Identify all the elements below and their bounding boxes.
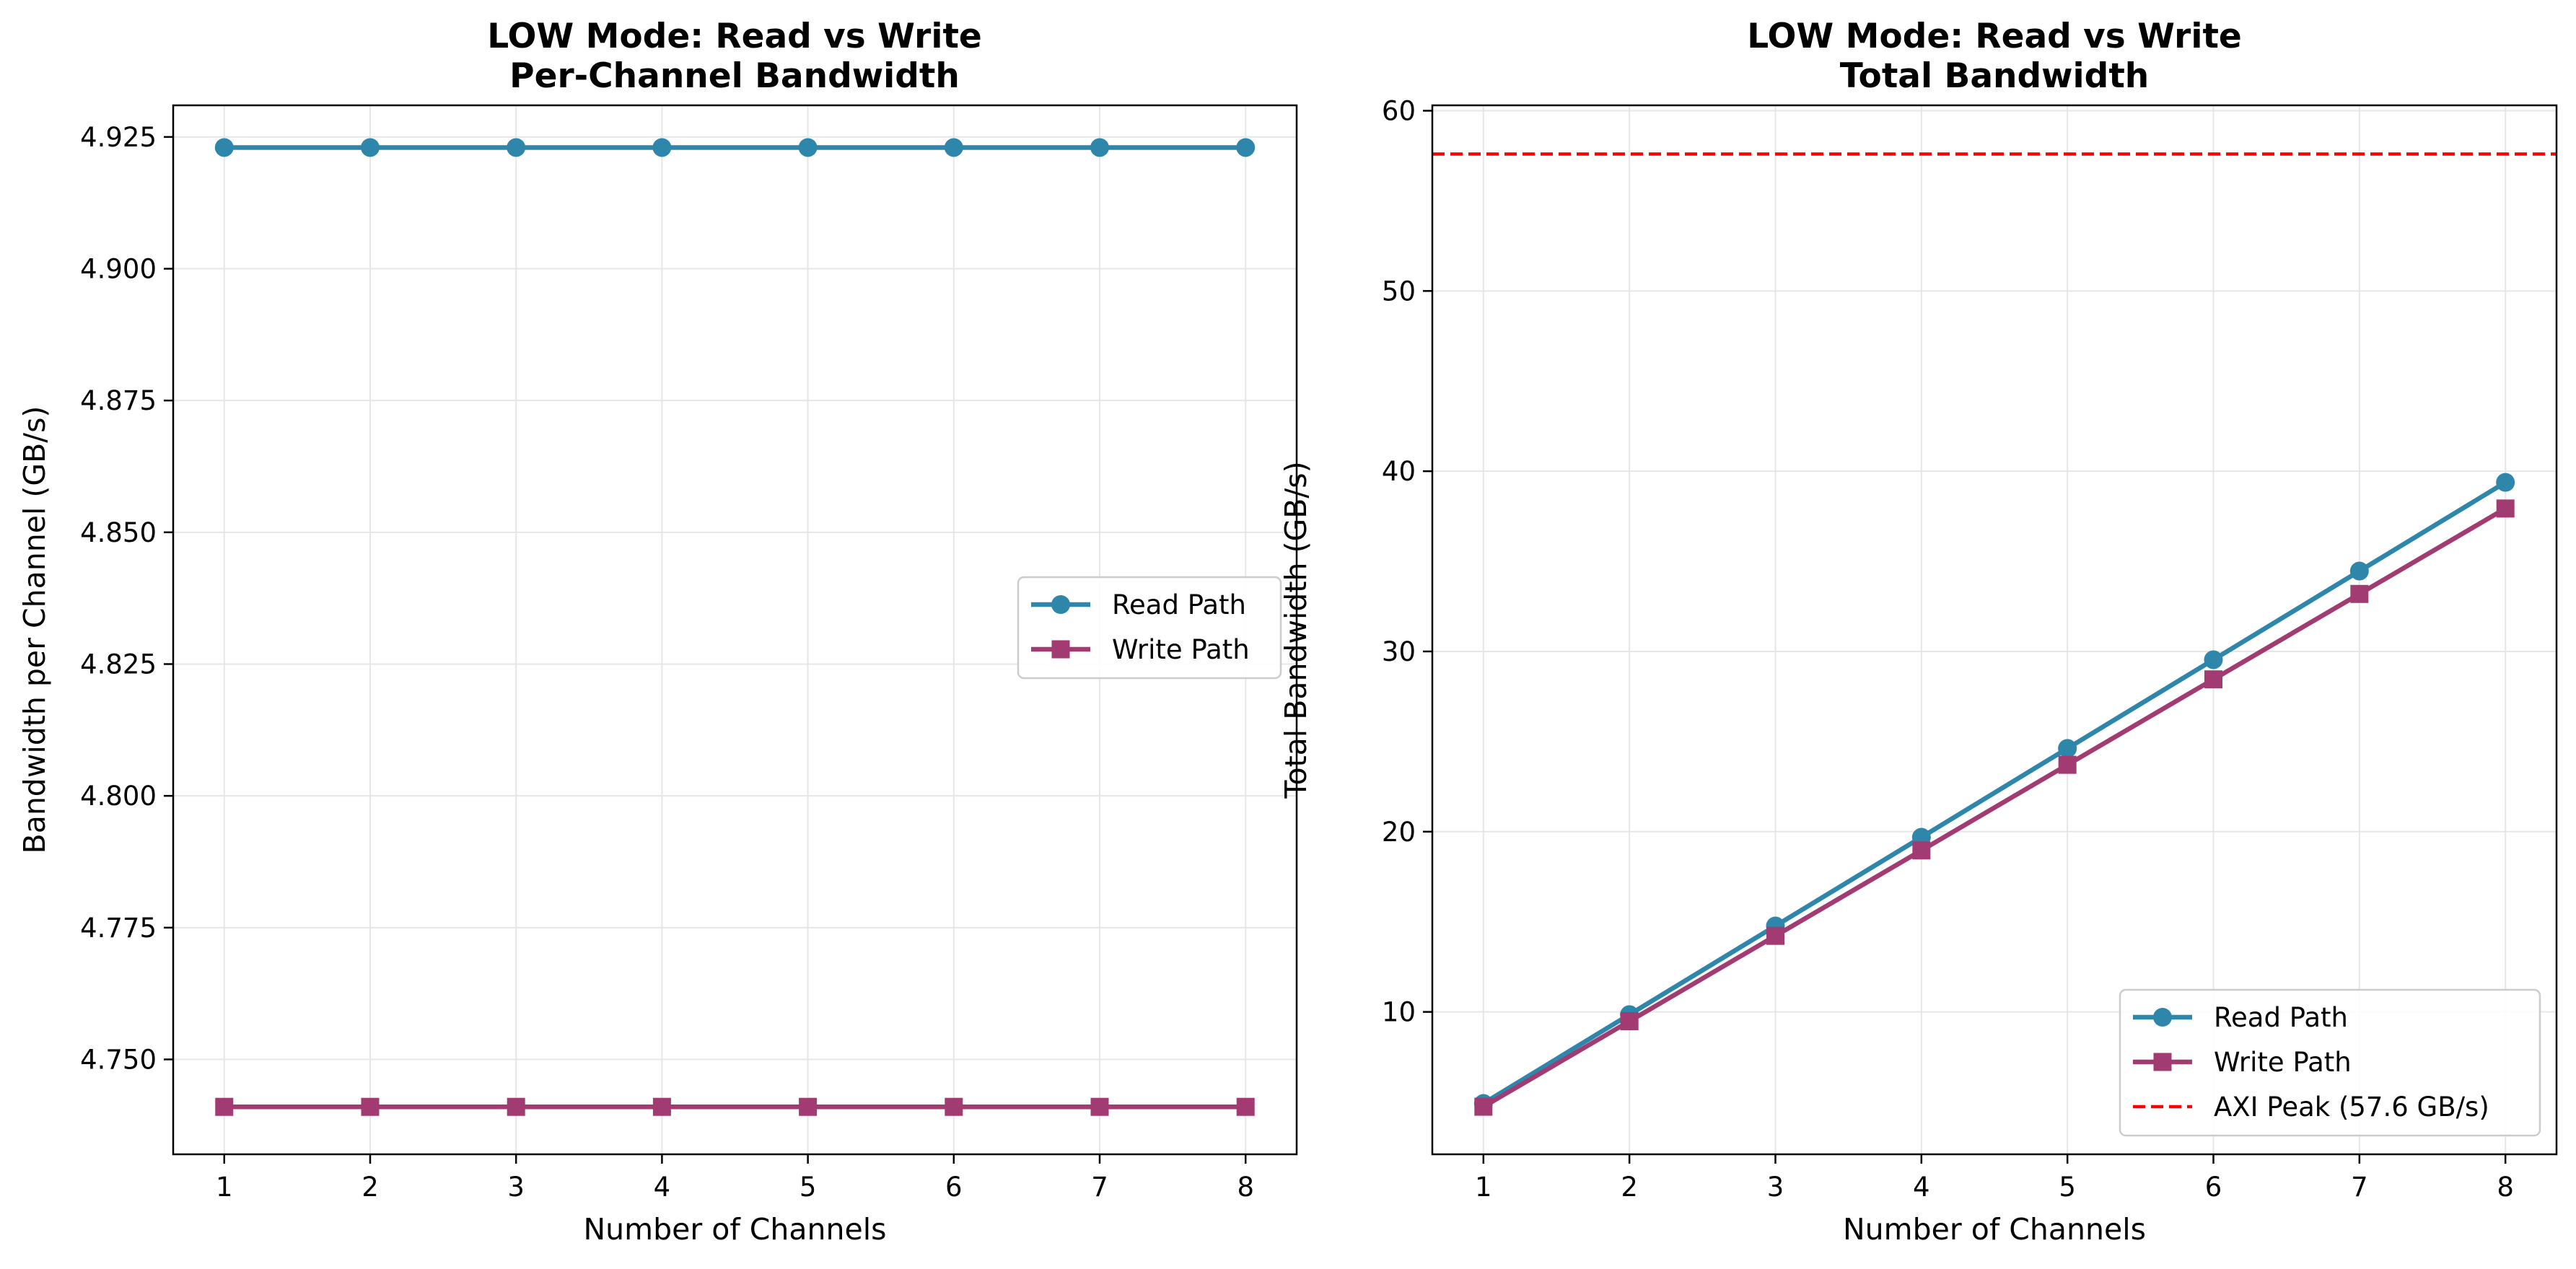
- data-point-write: [2058, 755, 2077, 774]
- axes-frame: [1431, 104, 2558, 1156]
- y-tick-label: 10: [1382, 997, 1416, 1028]
- chart-title-line-1: LOW Mode: Read vs Write: [1747, 17, 2242, 56]
- y-tick-label: 4.925: [80, 122, 157, 153]
- legend-label: Read Path: [1112, 589, 1246, 620]
- data-point-write: [2496, 499, 2515, 518]
- chart-title-line-2: Per-Channel Bandwidth: [509, 56, 960, 96]
- x-tick-label: 4: [1913, 1172, 1930, 1203]
- per-channel-chart: 1 2 3 4 5 6 7 8 4.750 4.775 4.800 4.825 4.850 4.875 4.…: [17, 17, 1298, 1247]
- data-point-read: [507, 138, 526, 157]
- legend-marker-square: [2153, 1053, 2172, 1071]
- legend-box: [2119, 988, 2541, 1137]
- data-point-read: [1090, 138, 1110, 157]
- x-tick-label: 8: [2497, 1172, 2514, 1203]
- legend-label: AXI Peak (57.6 GB/s): [2214, 1092, 2489, 1123]
- legend-marker-square: [1051, 640, 1070, 659]
- data-point-read: [2058, 739, 2077, 758]
- data-point-write: [652, 1097, 671, 1116]
- data-point-write: [507, 1097, 525, 1116]
- x-tick-label: 7: [1091, 1172, 1108, 1203]
- legend-label: Read Path: [2214, 1002, 2348, 1033]
- x-tick-label: 1: [216, 1172, 233, 1203]
- x-tick-label: 5: [799, 1172, 817, 1203]
- data-point-write: [361, 1097, 380, 1116]
- legend-label: Write Path: [1112, 634, 1250, 665]
- data-point-write: [2204, 670, 2223, 689]
- x-tick-label: 6: [2205, 1172, 2222, 1203]
- y-axis-label: Bandwidth per Channel (GB/s): [17, 406, 52, 854]
- data-point-write: [1912, 841, 1931, 860]
- y-tick-label: 4.775: [80, 913, 157, 944]
- data-point-read: [1236, 138, 1256, 157]
- x-tick-label: 2: [1621, 1172, 1638, 1203]
- y-tick-label: 4.800: [80, 781, 157, 812]
- series-line-square: [1482, 506, 2507, 1109]
- y-axis-label: Total Bandwidth (GB/s): [1279, 461, 1313, 799]
- chart-title-line-1: LOW Mode: Read vs Write: [487, 17, 982, 56]
- y-tick-label: 4.825: [80, 649, 157, 680]
- legend-label: Write Path: [2214, 1047, 2352, 1078]
- x-tick-label: 4: [654, 1172, 671, 1203]
- y-tick-label: 40: [1382, 456, 1416, 487]
- legend-marker-circle: [1051, 595, 1070, 614]
- x-axis-label: Number of Channels: [584, 1212, 887, 1247]
- x-tick-label: 6: [945, 1172, 963, 1203]
- data-point-write: [215, 1097, 234, 1116]
- x-axis-label: Number of Channels: [1843, 1212, 2146, 1247]
- y-tick-label: 20: [1382, 817, 1416, 848]
- x-tick-label: 3: [507, 1172, 525, 1203]
- data-point-read: [214, 138, 234, 157]
- y-tick-label: 50: [1382, 276, 1416, 307]
- x-tick-label: 1: [1475, 1172, 1492, 1203]
- data-point-write: [1766, 926, 1784, 945]
- y-tick-label: 4.875: [80, 385, 157, 416]
- data-point-write: [1236, 1097, 1255, 1116]
- x-tick-label: 8: [1237, 1172, 1254, 1203]
- data-point-read: [652, 138, 672, 157]
- data-point-write: [799, 1097, 818, 1116]
- data-point-write: [1620, 1012, 1639, 1031]
- data-point-write: [2350, 584, 2369, 603]
- data-point-write: [1474, 1097, 1493, 1116]
- data-point-read: [944, 138, 963, 157]
- data-point-read: [2349, 561, 2369, 581]
- legend-marker-circle: [2153, 1008, 2172, 1027]
- x-tick-label: 7: [2351, 1172, 2368, 1203]
- x-tick-label: 2: [362, 1172, 379, 1203]
- chart-title-line-2: Total Bandwidth: [1840, 56, 2150, 96]
- y-tick-label: 4.900: [80, 254, 157, 285]
- series-line-circle: [1482, 480, 2507, 1106]
- y-tick-label: 60: [1382, 95, 1416, 126]
- data-point-read: [798, 138, 818, 157]
- data-point-read: [360, 138, 380, 157]
- data-point-write: [945, 1097, 963, 1116]
- axes-frame: [172, 104, 1298, 1156]
- x-tick-label: 5: [2059, 1172, 2076, 1203]
- y-tick-label: 4.750: [80, 1044, 157, 1075]
- data-point-write: [1090, 1097, 1109, 1116]
- data-point-read: [2204, 650, 2223, 669]
- total-bandwidth-chart: 1 2 3 4 5 6 7 8 10 20 30 40 50 60 Number of Channels To…: [1279, 17, 2558, 1247]
- x-tick-label: 3: [1767, 1172, 1784, 1203]
- data-point-read: [2496, 473, 2515, 492]
- y-tick-label: 30: [1382, 636, 1416, 667]
- y-tick-label: 4.850: [80, 517, 157, 548]
